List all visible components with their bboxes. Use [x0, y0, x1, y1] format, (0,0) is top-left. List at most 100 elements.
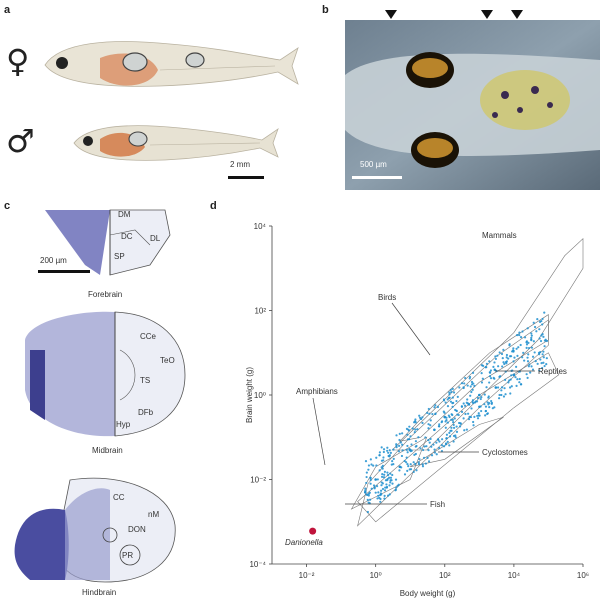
scatter-point: [434, 412, 437, 416]
scatter-point: [377, 494, 380, 497]
scatter-point: [442, 410, 445, 413]
scatter-point: [436, 405, 440, 409]
scatter-point: [440, 444, 444, 447]
scatter-point: [446, 404, 450, 408]
scatter-point: [471, 400, 474, 404]
scatter-point: [374, 491, 377, 494]
scatter-point: [445, 437, 448, 440]
scatter-point: [527, 346, 531, 350]
scatter-point: [427, 460, 431, 463]
scatter-point: [390, 479, 393, 482]
scatter-point: [370, 463, 373, 466]
scatter-point: [491, 407, 494, 410]
scatter-point: [442, 398, 446, 401]
scatter-point: [542, 350, 545, 353]
scatter-point: [484, 366, 487, 369]
scatter-point: [451, 418, 454, 421]
scatter-point: [543, 345, 546, 348]
scatter-point: [472, 420, 475, 424]
scatter-point: [449, 429, 452, 432]
scatter-point: [408, 425, 411, 428]
scatter-point: [442, 445, 446, 448]
group-label-cyclostomes: Cyclostomes: [482, 448, 528, 457]
scatter-point: [543, 311, 546, 314]
scatter-point: [364, 487, 367, 490]
scatter-point: [455, 409, 458, 413]
leader-birds: [391, 302, 431, 356]
scatter-point: [509, 355, 513, 358]
region-cc: CC: [113, 493, 125, 502]
scatter-point: [370, 487, 373, 490]
scatter-point: [541, 353, 544, 356]
scatter-point: [403, 473, 407, 476]
scatter-point: [369, 498, 372, 501]
x-tick-label: 10⁶: [577, 571, 589, 580]
scatter-point: [500, 389, 503, 392]
scatter-point: [455, 399, 458, 403]
scatter-point: [472, 382, 475, 385]
scatter-point: [531, 368, 535, 371]
scatter-point: [422, 448, 425, 452]
scatter-point: [438, 425, 441, 428]
region-teo: TeO: [160, 356, 175, 365]
scatter-point: [401, 443, 404, 446]
scatter-point: [479, 405, 482, 408]
scatter-point: [380, 466, 383, 469]
fish-point: [512, 373, 516, 377]
scatter-point: [395, 445, 398, 449]
scatter-point: [386, 494, 390, 497]
scatter-point: [387, 451, 390, 454]
scatter-point: [470, 407, 473, 410]
scatter-point: [376, 497, 379, 500]
scatter-point: [492, 365, 495, 368]
scatter-point: [421, 465, 425, 468]
scatter-point: [429, 437, 432, 441]
group-label-fish: Fish: [430, 500, 445, 509]
scatter-point: [452, 426, 456, 429]
scatter-point: [433, 406, 436, 409]
hull-cyclostomes: [410, 416, 504, 468]
scatter-point: [424, 436, 427, 439]
scatter-point: [525, 373, 528, 376]
scatter-point: [448, 396, 451, 399]
region-dfb: DFb: [138, 408, 154, 417]
scatter-point: [519, 383, 523, 386]
scatter-point: [530, 365, 533, 368]
scatter-point: [521, 356, 524, 359]
x-tick-label: 10⁰: [370, 571, 382, 580]
scatter-point: [507, 381, 510, 384]
scatter-point: [437, 438, 440, 442]
scatter-point: [444, 420, 447, 423]
scatter-point: [383, 470, 387, 473]
scatter-point: [462, 417, 465, 420]
scatter-point: [426, 456, 429, 459]
scatter-point: [397, 483, 400, 486]
scatter-point: [473, 384, 476, 387]
scatter-point: [526, 360, 530, 363]
scatter-point: [416, 428, 419, 431]
scatter-point: [460, 405, 464, 408]
scale-bar-b-label: 500 µm: [360, 160, 387, 169]
scatter-point: [458, 421, 461, 425]
scatter-point: [455, 425, 458, 428]
forebrain-section: [45, 209, 171, 276]
scatter-point: [451, 413, 454, 417]
hindbrain-label: Hindbrain: [82, 588, 117, 597]
region-dl: DL: [150, 234, 161, 243]
scatter-point: [530, 332, 533, 335]
danionella-label: Danionella: [285, 538, 323, 547]
x-tick-label: 10⁴: [508, 571, 521, 580]
scatter-point: [405, 448, 408, 451]
scatter-point: [421, 421, 424, 425]
scatter-point: [501, 357, 504, 360]
scatter-point: [386, 478, 389, 482]
scatter-point: [365, 471, 368, 474]
scatter-point: [424, 462, 427, 465]
scatter-point: [381, 482, 384, 485]
scatter-point: [521, 330, 524, 333]
scatter-point: [471, 371, 475, 374]
scatter-point: [515, 334, 519, 337]
y-tick-label: 10²: [254, 307, 266, 316]
scatter-point: [488, 401, 491, 405]
scatter-point: [480, 372, 483, 375]
